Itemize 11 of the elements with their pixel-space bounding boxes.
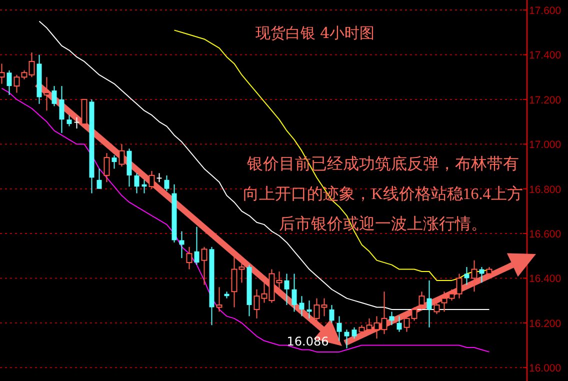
y-tick-label: 16.600 bbox=[529, 228, 562, 241]
y-tick-label: 17.200 bbox=[529, 94, 562, 106]
y-tick-label: 16.000 bbox=[529, 362, 562, 375]
y-tick-label: 17.000 bbox=[529, 139, 562, 152]
y-tick-label: 17.600 bbox=[529, 5, 562, 18]
text: 现货白银 4小时图 bbox=[255, 24, 375, 42]
y-tick-label: 16.200 bbox=[529, 318, 562, 330]
y-tick-label: 16.400 bbox=[529, 273, 562, 286]
y-tick-label: 16.800 bbox=[529, 184, 562, 196]
annotation: 16.086 bbox=[286, 334, 329, 348]
y-tick-label: 17.400 bbox=[529, 50, 562, 62]
